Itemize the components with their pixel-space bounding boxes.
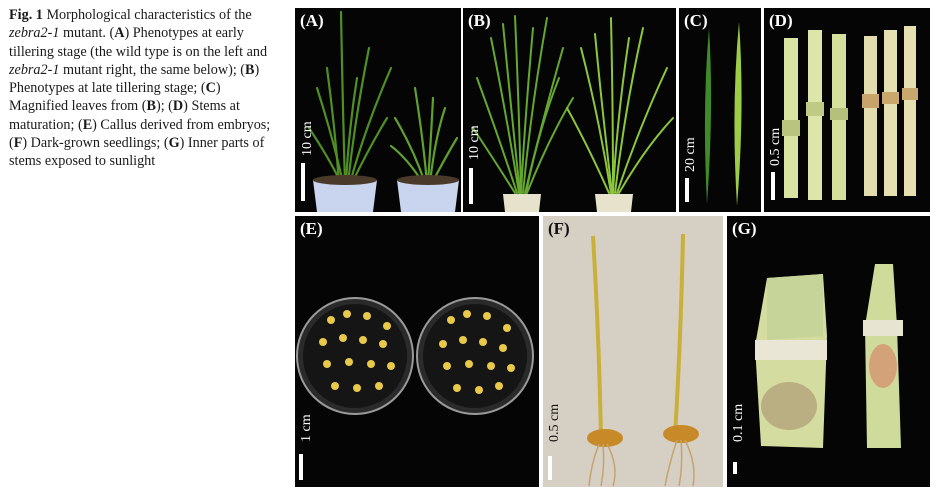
panel-d-scale-label: 0.5 cm: [768, 127, 783, 166]
gene-name: zebra2-1: [9, 61, 60, 78]
panel-e-callus: (E) 1 cm: [295, 216, 539, 487]
panel-g-inner-stems: (G) 0.1 cm: [727, 216, 930, 487]
panel-c-label: (C): [684, 11, 708, 30]
panel-g-scale-label: 0.1 cm: [731, 403, 746, 442]
panel-a-label: (A): [300, 11, 324, 30]
panel-d-label: (D): [769, 11, 793, 30]
panel-b-late-tillering: (B) 10 cm: [463, 8, 676, 212]
panel-c-photo: [679, 8, 761, 212]
panel-d-stems: (D) 0.5 cm: [764, 8, 930, 212]
panel-g-scale-bar: [733, 462, 737, 474]
panel-a-photo: [295, 8, 461, 212]
panel-d-photo: [764, 8, 930, 212]
figure-label: Fig. 1: [9, 7, 43, 23]
panel-f-scale-label: 0.5 cm: [547, 403, 562, 442]
panel-a-early-tillering: (A) 10 cm: [295, 8, 461, 212]
panel-f-dark-grown-seedlings: (F) 0.5 cm: [543, 216, 723, 487]
panel-e-scale-bar: [299, 454, 303, 480]
panel-b-photo: [463, 8, 676, 212]
panel-g-photo: [727, 216, 930, 487]
panel-f-photo: [543, 216, 723, 487]
figure-caption: Fig. 1 Morphological characteristics of …: [9, 7, 271, 170]
panel-c-scale-bar: [685, 178, 689, 202]
panel-d-scale-bar: [771, 172, 775, 200]
gene-name: zebra2-1: [9, 25, 60, 42]
panel-a-scale-bar: [301, 163, 305, 201]
panel-f-label: (F): [548, 219, 570, 238]
panel-e-scale-label: 1 cm: [299, 414, 314, 442]
panel-b-scale-bar: [469, 168, 473, 204]
panel-g-label: (G): [732, 219, 757, 238]
panel-b-scale-label: 10 cm: [467, 125, 482, 160]
panel-f-scale-bar: [548, 456, 552, 480]
panel-c-scale-label: 20 cm: [683, 137, 698, 172]
panel-e-photo: [295, 216, 539, 487]
panel-c-magnified-leaves: (C) 20 cm: [679, 8, 761, 212]
panel-b-label: (B): [468, 11, 491, 30]
panel-e-label: (E): [300, 219, 323, 238]
panel-a-scale-label: 10 cm: [300, 121, 315, 156]
